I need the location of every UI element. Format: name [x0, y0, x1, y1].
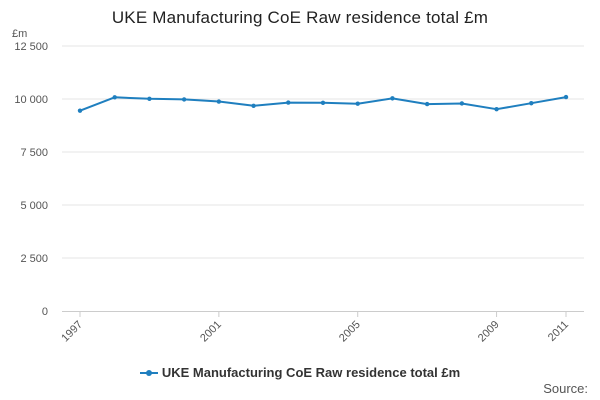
data-point — [147, 96, 152, 101]
data-point — [181, 97, 187, 102]
data-point — [216, 99, 222, 104]
x-tick-label: 2005 — [337, 319, 363, 345]
data-point — [459, 101, 465, 106]
y-axis-unit-label: £m — [12, 28, 28, 40]
y-tick-label: 10 000 — [14, 94, 48, 106]
y-tick-label: 7 500 — [20, 147, 48, 159]
y-tick-label: 0 — [42, 306, 48, 318]
data-point — [424, 101, 430, 107]
data-point — [320, 100, 326, 106]
y-tick-label: 12 500 — [14, 41, 48, 53]
y-tick-label: 2 500 — [20, 253, 48, 265]
legend-label: UKE Manufacturing CoE Raw residence tota… — [161, 365, 461, 380]
data-point — [251, 103, 256, 108]
legend[interactable]: UKE Manufacturing CoE Raw residence tota… — [0, 365, 600, 381]
data-point — [286, 100, 291, 105]
data-point — [355, 101, 360, 106]
data-point — [563, 94, 569, 100]
legend-line-marker-icon — [139, 368, 158, 378]
x-tick-label: 1997 — [59, 319, 85, 345]
x-tick-label: 2001 — [198, 319, 224, 345]
data-point — [529, 101, 534, 106]
chart-title: UKE Manufacturing CoE Raw residence tota… — [111, 8, 489, 27]
legend-item[interactable]: UKE Manufacturing CoE Raw residence tota… — [139, 365, 461, 380]
x-tick-label: 2011 — [546, 319, 571, 344]
data-point — [390, 96, 395, 101]
data-point — [494, 106, 499, 112]
data-point — [77, 108, 83, 113]
y-tick-label: 5 000 — [20, 200, 48, 212]
source-label: Source: — [543, 381, 588, 396]
data-point — [112, 95, 117, 100]
x-tick-label: 2009 — [476, 319, 502, 345]
